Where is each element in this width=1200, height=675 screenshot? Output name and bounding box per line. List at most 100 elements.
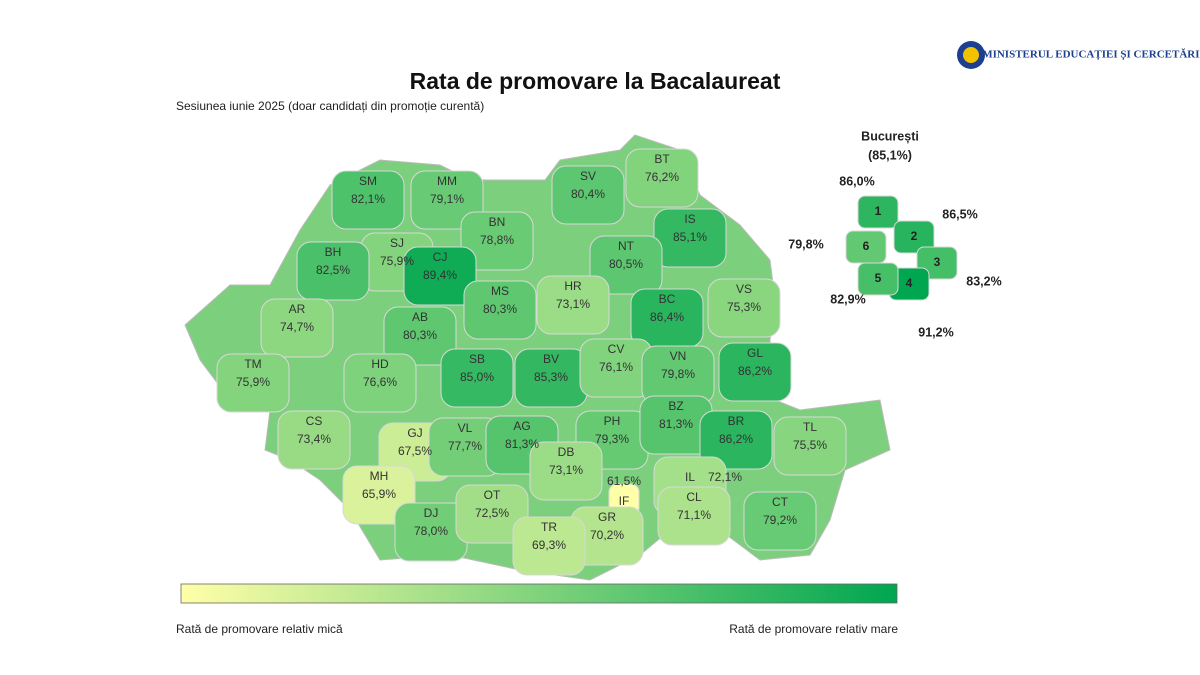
- ministry-logo-inner: [963, 47, 979, 63]
- county: [743, 491, 817, 551]
- county: [589, 235, 663, 295]
- county-code: GR: [598, 510, 616, 524]
- sector-value: 83,2%: [966, 274, 1001, 288]
- county-code: IL: [685, 470, 695, 484]
- subtitle: Sesiunea iunie 2025 (doar candidați din …: [176, 99, 484, 113]
- county-code: MH: [370, 469, 389, 483]
- sector-value: 86,0%: [839, 174, 874, 188]
- county-value: 67,5%: [398, 444, 432, 458]
- county: [512, 516, 586, 576]
- sector-label: 4: [906, 276, 913, 290]
- county-code: CS: [306, 414, 323, 428]
- county-code: TM: [244, 357, 261, 371]
- county-value: 79,1%: [430, 192, 464, 206]
- county: [707, 278, 781, 338]
- county-value: 78,0%: [414, 524, 448, 538]
- county-value: 80,3%: [403, 328, 437, 342]
- county-value: 70,2%: [590, 528, 624, 542]
- sector-value: 82,9%: [830, 292, 865, 306]
- county-value: 75,9%: [236, 375, 270, 389]
- county-value: 86,2%: [719, 432, 753, 446]
- sector-label: 5: [875, 271, 882, 285]
- county-value: 75,3%: [727, 300, 761, 314]
- county-code: NT: [618, 239, 635, 253]
- sector-label: 6: [863, 239, 870, 253]
- sector-label: 2: [911, 229, 918, 243]
- county-value: 82,1%: [351, 192, 385, 206]
- county-code: OT: [484, 488, 501, 502]
- county: [536, 275, 610, 335]
- county: [296, 241, 370, 301]
- county-value: 86,4%: [650, 310, 684, 324]
- county: [455, 484, 529, 544]
- sector-value: 86,5%: [942, 207, 977, 221]
- county-value: 77,7%: [448, 439, 482, 453]
- county: [699, 410, 773, 470]
- county-value: 86,2%: [738, 364, 772, 378]
- county-code: BR: [728, 414, 745, 428]
- county: [403, 246, 477, 306]
- bucharest-value: (85,1%): [868, 148, 912, 162]
- county-code: BH: [325, 245, 342, 259]
- county-value: 74,7%: [280, 320, 314, 334]
- county-code: SV: [580, 169, 596, 183]
- county: [718, 342, 792, 402]
- county: [463, 280, 537, 340]
- county-code: SJ: [390, 236, 404, 250]
- county-code: VS: [736, 282, 752, 296]
- county-code: CT: [772, 495, 789, 509]
- legend-low: Rată de promovare relativ mică: [176, 622, 343, 636]
- county-value: 73,1%: [549, 463, 583, 477]
- county: [410, 170, 484, 230]
- counties: SM 82,1% MM 79,1% BN 78,8% SV 80,4% BT 76,2% SJ 75,…: [216, 148, 847, 576]
- county-code: GL: [747, 346, 763, 360]
- county-value: 78,8%: [480, 233, 514, 247]
- county-code: MS: [491, 284, 509, 298]
- county-value: 85,3%: [534, 370, 568, 384]
- county-value: 72,5%: [475, 506, 509, 520]
- legend-bar: [180, 583, 898, 604]
- county-value: 85,1%: [673, 230, 707, 244]
- county-value: 80,3%: [483, 302, 517, 316]
- county: [383, 306, 457, 366]
- county-value: 65,9%: [362, 487, 396, 501]
- county-value: 80,4%: [571, 187, 605, 201]
- county: [440, 348, 514, 408]
- county-value: 72,1%: [708, 470, 742, 484]
- county-value: 73,4%: [297, 432, 331, 446]
- ministry-name: MINISTERUL EDUCAȚIEI ȘI CERCETĂRII: [982, 49, 1200, 61]
- county: [260, 298, 334, 358]
- county-code: BT: [654, 152, 670, 166]
- county-value: 89,4%: [423, 268, 457, 282]
- county-value: 75,9%: [380, 254, 414, 268]
- county-code: TL: [803, 420, 817, 434]
- county-value: 82,5%: [316, 263, 350, 277]
- sector: [857, 195, 899, 229]
- legend-high: Rată de promovare relativ mare: [729, 622, 898, 636]
- county-code: VL: [458, 421, 473, 435]
- sector: [845, 230, 887, 264]
- sector-value: 91,2%: [918, 325, 953, 339]
- county-code: BV: [543, 352, 559, 366]
- county-value: 75,5%: [793, 438, 827, 452]
- county-value: 76,2%: [645, 170, 679, 184]
- county: [331, 170, 405, 230]
- title: Rata de promovare la Bacalaureat: [410, 68, 781, 94]
- county-value: 73,1%: [556, 297, 590, 311]
- county-code: VN: [670, 349, 687, 363]
- county-value: 79,3%: [595, 432, 629, 446]
- county-code: IF: [619, 494, 630, 508]
- county-value: 80,5%: [609, 257, 643, 271]
- county-value: 81,3%: [659, 417, 693, 431]
- county: [773, 416, 847, 476]
- county-value: 76,1%: [599, 360, 633, 374]
- county-code: SB: [469, 352, 485, 366]
- county-code: CV: [608, 342, 625, 356]
- county-code: GJ: [407, 426, 422, 440]
- county-code: TR: [541, 520, 557, 534]
- county-code: SM: [359, 174, 377, 188]
- county: [551, 165, 625, 225]
- sector: [893, 220, 935, 254]
- county-code: AB: [412, 310, 428, 324]
